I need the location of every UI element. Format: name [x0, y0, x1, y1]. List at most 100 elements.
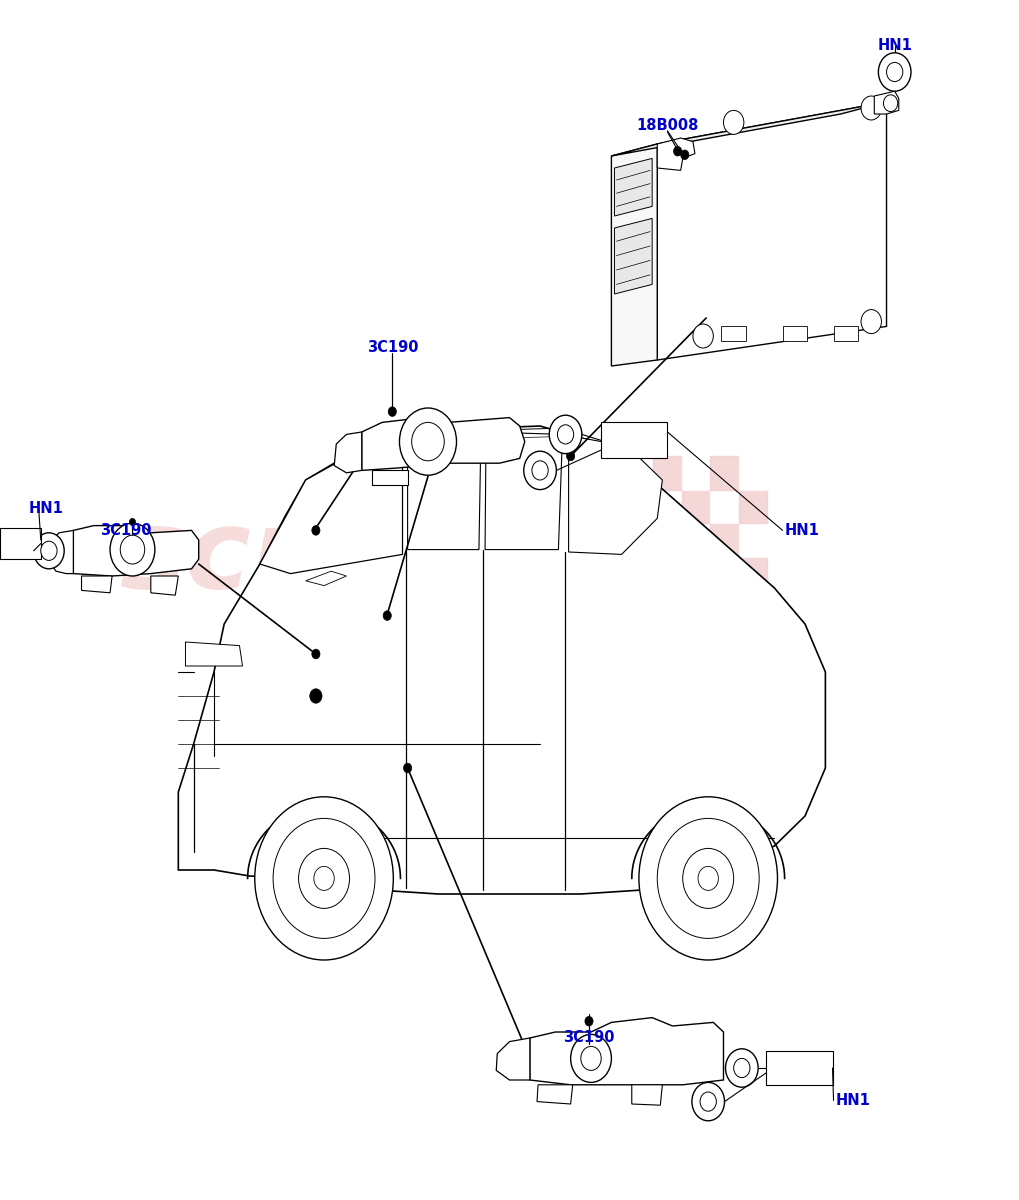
Circle shape [532, 461, 548, 480]
Circle shape [312, 526, 320, 535]
Polygon shape [362, 418, 525, 470]
Circle shape [657, 818, 759, 938]
Bar [596, 557, 625, 590]
Bar [653, 590, 682, 624]
Polygon shape [185, 642, 243, 666]
Circle shape [399, 408, 457, 475]
Polygon shape [151, 576, 178, 595]
Bar [710, 557, 739, 590]
Circle shape [887, 62, 903, 82]
Polygon shape [178, 426, 825, 894]
Bar [653, 490, 682, 523]
Circle shape [878, 53, 911, 91]
Circle shape [299, 848, 350, 908]
Circle shape [861, 96, 881, 120]
Bar [625, 523, 653, 557]
Text: scuderia: scuderia [120, 504, 654, 612]
Text: HN1: HN1 [836, 1093, 870, 1108]
Circle shape [549, 415, 582, 454]
Bar [625, 557, 653, 590]
Bar [682, 557, 710, 590]
Circle shape [698, 866, 718, 890]
Polygon shape [874, 91, 899, 114]
Text: HN1: HN1 [785, 523, 819, 538]
Circle shape [639, 797, 777, 960]
Text: 3C190: 3C190 [100, 523, 152, 538]
Circle shape [41, 541, 57, 560]
Circle shape [120, 535, 145, 564]
Polygon shape [614, 158, 652, 216]
Polygon shape [611, 102, 887, 156]
Bar [766, 1051, 833, 1085]
Bar [739, 590, 767, 624]
Text: p a r t s: p a r t s [266, 622, 508, 674]
Polygon shape [657, 138, 695, 170]
Polygon shape [408, 432, 481, 550]
Circle shape [557, 425, 574, 444]
Circle shape [310, 689, 322, 703]
Circle shape [861, 310, 881, 334]
Bar [710, 456, 739, 490]
Circle shape [255, 797, 393, 960]
Bar [601, 422, 667, 458]
Circle shape [312, 649, 320, 659]
Polygon shape [260, 434, 403, 574]
Polygon shape [657, 102, 887, 360]
Polygon shape [614, 218, 652, 294]
Bar [710, 590, 739, 624]
Bar [596, 490, 625, 523]
Circle shape [693, 324, 713, 348]
Circle shape [734, 1058, 750, 1078]
Circle shape [404, 763, 412, 773]
Bar [0, 528, 41, 559]
Bar [739, 456, 767, 490]
Bar [710, 523, 739, 557]
Bar [682, 523, 710, 557]
Text: 3C190: 3C190 [564, 1031, 614, 1045]
Bar [682, 490, 710, 523]
Polygon shape [496, 1038, 530, 1080]
Circle shape [571, 1034, 611, 1082]
Polygon shape [485, 432, 562, 550]
Bar [710, 490, 739, 523]
Circle shape [110, 523, 155, 576]
Bar [653, 557, 682, 590]
Polygon shape [611, 144, 657, 366]
Polygon shape [834, 326, 858, 341]
Polygon shape [569, 436, 662, 554]
Circle shape [700, 1092, 716, 1111]
Circle shape [567, 451, 575, 461]
Circle shape [723, 110, 744, 134]
Bar [739, 490, 767, 523]
Polygon shape [530, 1018, 723, 1085]
Circle shape [674, 146, 682, 156]
Bar [653, 523, 682, 557]
Polygon shape [82, 576, 112, 593]
Bar [625, 456, 653, 490]
Bar [625, 490, 653, 523]
Circle shape [524, 451, 556, 490]
Polygon shape [73, 526, 199, 576]
Polygon shape [721, 326, 746, 341]
Polygon shape [783, 326, 807, 341]
Bar [739, 557, 767, 590]
Circle shape [883, 95, 898, 112]
Bar [596, 590, 625, 624]
Polygon shape [306, 571, 346, 586]
Bar [625, 590, 653, 624]
Circle shape [585, 1016, 593, 1026]
Circle shape [692, 1082, 725, 1121]
Polygon shape [632, 1085, 662, 1105]
Circle shape [383, 611, 391, 620]
Circle shape [581, 1046, 601, 1070]
Polygon shape [372, 470, 408, 485]
Text: 3C190: 3C190 [367, 341, 418, 355]
Text: HN1: HN1 [29, 502, 63, 516]
Bar [596, 456, 625, 490]
Bar [682, 456, 710, 490]
Circle shape [683, 848, 734, 908]
Circle shape [314, 866, 334, 890]
Text: 18B008: 18B008 [636, 119, 699, 133]
Circle shape [726, 1049, 758, 1087]
Circle shape [34, 533, 64, 569]
